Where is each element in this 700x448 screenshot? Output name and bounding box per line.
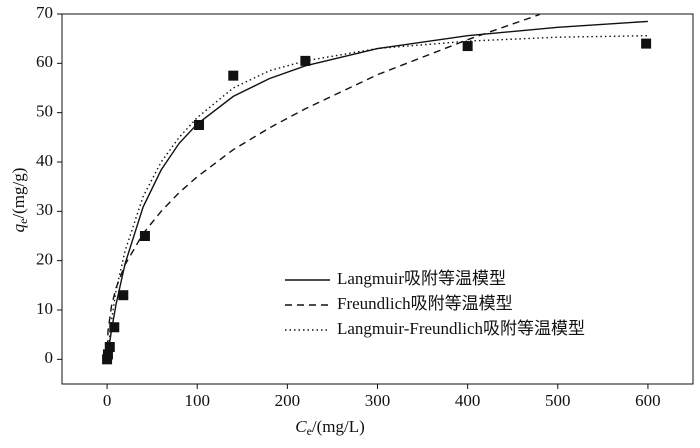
y-tick-label: 50 [36, 102, 53, 121]
x-tick-label: 400 [455, 391, 481, 410]
x-tick-label: 300 [365, 391, 391, 410]
x-axis-title: Ce/(mg/L) [295, 417, 365, 438]
y-tick-label: 10 [36, 299, 53, 318]
data-point [104, 342, 115, 352]
y-tick-label: 40 [36, 151, 53, 170]
x-tick-label: 500 [545, 391, 571, 410]
y-unit: /(mg/g) [9, 168, 28, 219]
y-axis-title: qe/(mg/g) [9, 168, 30, 233]
legend-label: Langmuir吸附等温模型 [337, 269, 506, 288]
x-symbol: C [295, 417, 307, 436]
x-tick-label: 100 [184, 391, 210, 410]
x-unit: /(mg/L) [312, 417, 365, 436]
y-tick-label: 0 [45, 348, 54, 367]
legend-label: Freundlich吸附等温模型 [337, 294, 513, 313]
y-tick-label: 70 [36, 3, 53, 22]
y-tick-label: 30 [36, 200, 53, 219]
y-symbol: q [9, 223, 28, 232]
model-curve [106, 14, 540, 360]
data-point [462, 41, 473, 52]
legend-label: Langmuir-Freundlich吸附等温模型 [337, 319, 585, 338]
y-tick-label: 20 [36, 250, 53, 269]
x-tick-label: 0 [103, 391, 112, 410]
data-point [194, 120, 205, 130]
y-subscript: e [16, 219, 30, 224]
data-point [641, 38, 652, 49]
data-point [139, 231, 150, 241]
x-subscript: e [307, 424, 312, 438]
x-tick-label: 200 [275, 391, 301, 410]
y-tick-label: 60 [36, 52, 53, 71]
data-point [109, 322, 120, 333]
data-point [102, 349, 113, 360]
data-point [118, 290, 129, 301]
x-tick-label: 600 [635, 391, 661, 410]
data-point [228, 70, 239, 81]
data-point [300, 55, 311, 66]
